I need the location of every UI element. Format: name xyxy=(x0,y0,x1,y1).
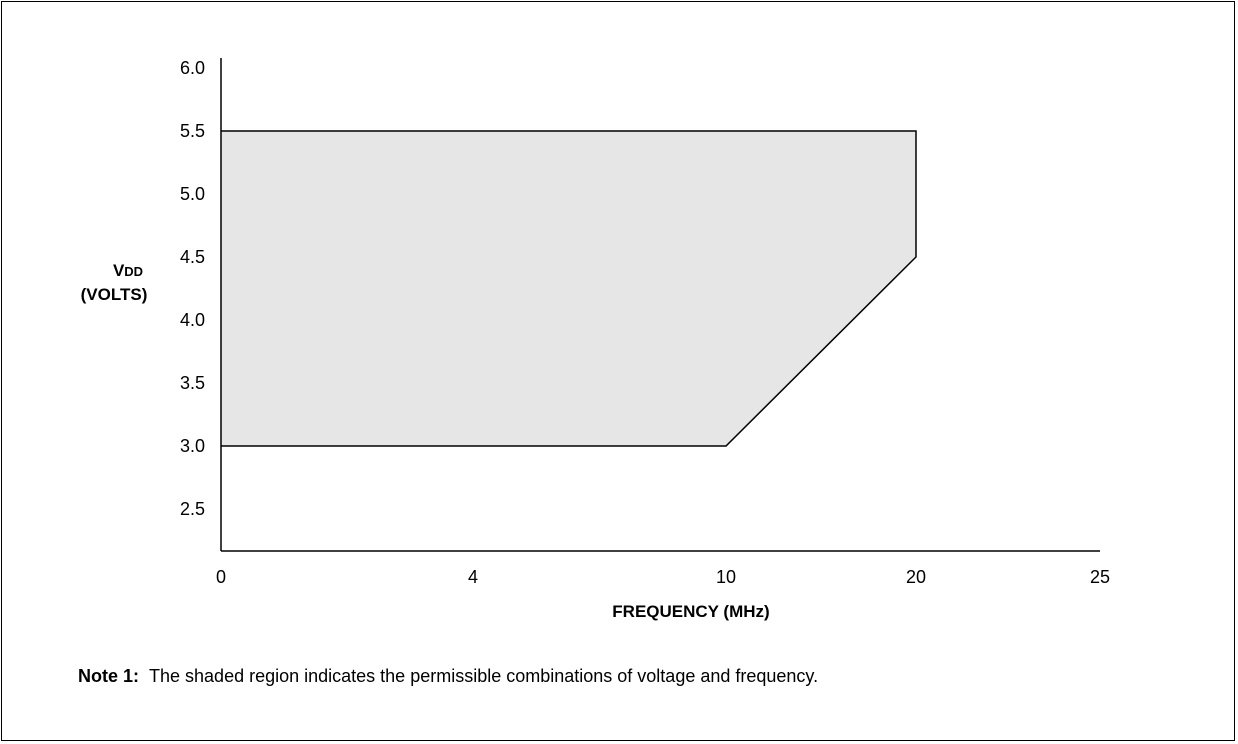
y-axis-title-symbol: VDD xyxy=(113,261,143,280)
x-tick-label: 0 xyxy=(216,567,226,587)
x-tick-label: 4 xyxy=(468,567,478,587)
operating-region-fill xyxy=(221,131,916,446)
x-tick-label: 25 xyxy=(1090,567,1110,587)
y-axis-title-unit: (VOLTS) xyxy=(81,285,148,304)
note-label: Note 1: xyxy=(78,666,140,686)
note-text: The shaded region indicates the permissi… xyxy=(149,666,819,686)
x-tick-label: 10 xyxy=(716,567,736,587)
figure-note: Note 1: The shaded region indicates the p… xyxy=(78,666,818,687)
y-axis-symbol-sub: DD xyxy=(124,264,143,279)
x-axis-title: FREQUENCY (MHz) xyxy=(612,602,769,621)
y-tick-label: 2.5 xyxy=(180,499,205,519)
y-tick-label: 5.5 xyxy=(180,121,205,141)
y-tick-label: 3.0 xyxy=(180,436,205,456)
x-tick-label: 20 xyxy=(906,567,926,587)
y-tick-label: 5.0 xyxy=(180,184,205,204)
y-tick-label: 6.0 xyxy=(180,58,205,78)
y-tick-label: 4.5 xyxy=(180,247,205,267)
operating-region-boundary xyxy=(221,130,917,447)
y-tick-label: 3.5 xyxy=(180,373,205,393)
y-axis-symbol-main: V xyxy=(113,261,125,280)
y-tick-label: 4.0 xyxy=(180,310,205,330)
